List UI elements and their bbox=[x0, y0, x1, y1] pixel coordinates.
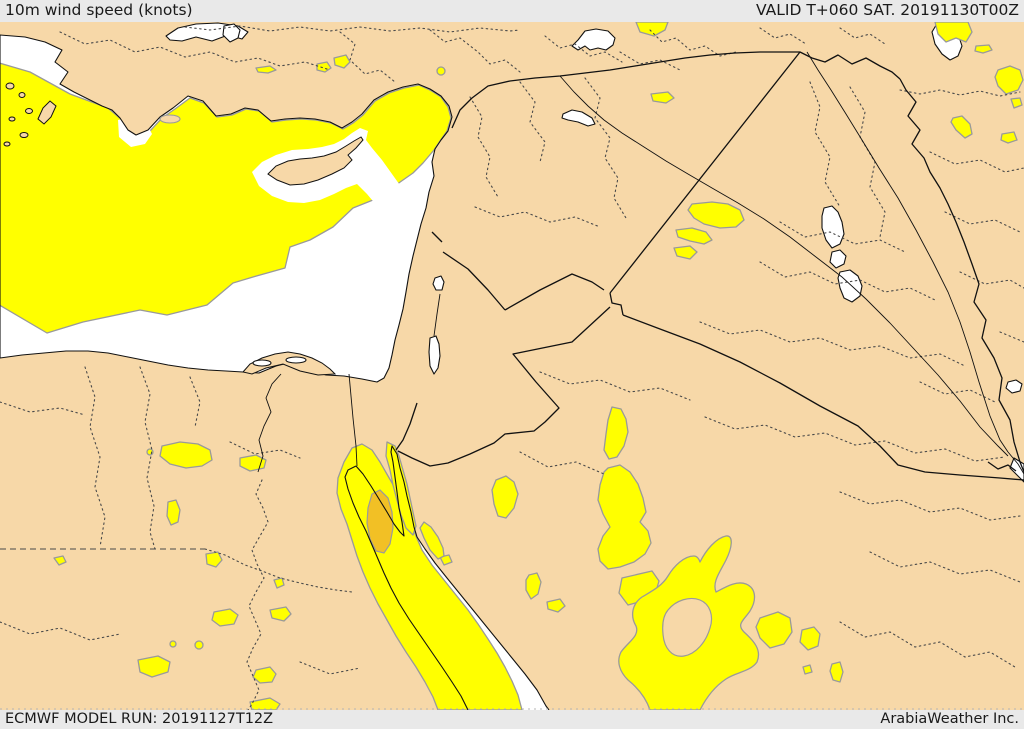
turkey-south-border bbox=[451, 51, 901, 129]
lake-van bbox=[571, 28, 616, 51]
rivers bbox=[257, 51, 1024, 475]
nile-river bbox=[257, 373, 282, 473]
calm-halo-cyprus bbox=[252, 128, 420, 232]
syria-iraq-border bbox=[609, 51, 801, 294]
wind-map bbox=[0, 22, 1024, 710]
valid-time: VALID T+060 SAT. 20191130T00Z bbox=[756, 1, 1019, 19]
iraq-saudi-border bbox=[622, 314, 1024, 481]
rhodes-island bbox=[37, 100, 57, 125]
cyprus-island bbox=[267, 136, 364, 186]
red-sea-coastline bbox=[344, 445, 550, 710]
lake-near-kuwait bbox=[1005, 379, 1023, 394]
islet-in-wind-area bbox=[159, 114, 181, 124]
israel-egypt-border bbox=[395, 402, 418, 451]
header-bar: 10m wind speed (knots) VALID T+060 SAT. … bbox=[0, 0, 1024, 22]
tripoint-jog bbox=[609, 292, 624, 316]
country-borders bbox=[395, 51, 1024, 481]
kuwait-border bbox=[987, 461, 1017, 472]
nile-delta bbox=[242, 351, 337, 376]
admin-boundaries bbox=[0, 25, 1024, 710]
model-run-label: ECMWF MODEL RUN: 20191127T12Z bbox=[5, 711, 274, 727]
sea-of-galilee bbox=[432, 275, 445, 291]
wind-patches-land bbox=[53, 22, 1024, 710]
jordan-saudi-border bbox=[397, 306, 611, 467]
mediterranean-coastline bbox=[0, 34, 453, 383]
wind-area-strong-gulf-of-suez bbox=[366, 489, 394, 554]
iran-border bbox=[899, 78, 1024, 473]
tigris-river bbox=[806, 51, 1009, 453]
lake-assad bbox=[561, 109, 596, 127]
lake-beysehir bbox=[222, 23, 241, 43]
lake-razzaza bbox=[837, 269, 863, 303]
brand-label: ArabiaWeather Inc. bbox=[880, 711, 1019, 727]
dead-sea bbox=[428, 335, 441, 375]
wind-patch-urmia bbox=[934, 22, 973, 43]
euphrates-river bbox=[559, 75, 1009, 457]
footer-bar: ECMWF MODEL RUN: 20191127T12Z ArabiaWeat… bbox=[0, 710, 1024, 729]
lake-habbaniyah bbox=[829, 249, 847, 269]
syria-jordan-border bbox=[442, 251, 506, 311]
map-title: 10m wind speed (knots) bbox=[5, 1, 193, 19]
aegean-islands bbox=[3, 82, 181, 147]
wind-area-mediterranean bbox=[0, 61, 452, 334]
jordan-river bbox=[433, 293, 441, 337]
jordan-iraq-border bbox=[504, 273, 605, 311]
suez-canal bbox=[348, 373, 358, 467]
lake-tharthar bbox=[821, 205, 845, 249]
